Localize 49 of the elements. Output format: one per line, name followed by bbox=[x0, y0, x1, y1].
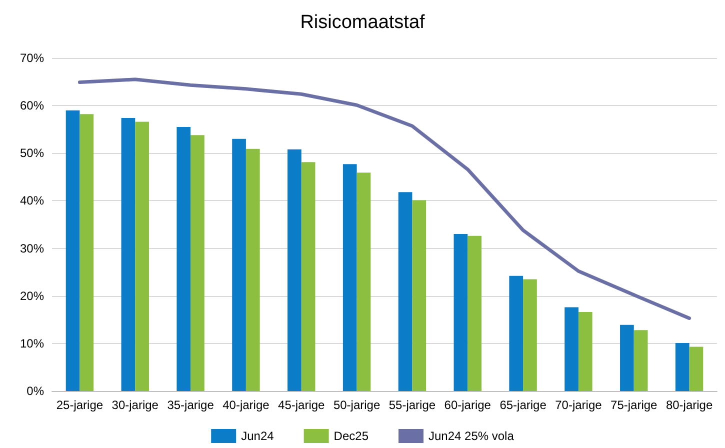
x-tick-label: 30-jarige bbox=[112, 398, 159, 412]
y-tick-label: 30% bbox=[20, 241, 44, 256]
bar bbox=[509, 276, 524, 391]
bar bbox=[468, 236, 482, 391]
bar bbox=[523, 279, 537, 391]
bar bbox=[246, 148, 260, 391]
legend-label: Jun24 bbox=[241, 429, 274, 443]
bar bbox=[121, 118, 136, 391]
y-tick-label: 70% bbox=[20, 51, 44, 65]
bar bbox=[454, 234, 468, 391]
bar bbox=[301, 162, 316, 391]
bar bbox=[288, 149, 302, 391]
bar bbox=[66, 110, 80, 391]
bar bbox=[80, 114, 94, 391]
y-tick-label: 20% bbox=[20, 288, 44, 303]
legend-label: Jun24 25% vola bbox=[428, 429, 514, 443]
bar bbox=[342, 164, 357, 391]
x-tick-label: 60-jarige bbox=[444, 398, 492, 412]
y-tick-label: 50% bbox=[20, 146, 44, 160]
y-tick-label: 60% bbox=[20, 98, 44, 113]
x-tick-label: 55-jarige bbox=[388, 398, 436, 412]
y-tick-label: 0% bbox=[26, 384, 44, 398]
x-tick-label: 75-jarige bbox=[610, 398, 658, 412]
x-tick-label: 50-jarige bbox=[333, 398, 380, 412]
bar bbox=[564, 307, 578, 391]
bar bbox=[620, 324, 634, 391]
x-tick-label: 80-jarige bbox=[666, 398, 713, 412]
bar bbox=[675, 342, 690, 391]
x-tick-label: 45-jarige bbox=[278, 398, 326, 412]
x-tick-label: 40-jarige bbox=[222, 398, 270, 412]
bar bbox=[412, 200, 426, 391]
x-tick-label: 70-jarige bbox=[555, 398, 602, 412]
legend-label: Dec25 bbox=[334, 429, 369, 443]
bar bbox=[176, 126, 191, 391]
x-tick-label: 25-jarige bbox=[56, 398, 104, 412]
x-tick-label: 35-jarige bbox=[167, 398, 214, 412]
line-series bbox=[78, 78, 692, 320]
chart-title: Risicomaatstaf bbox=[300, 12, 426, 33]
bar bbox=[578, 312, 592, 391]
y-tick-label: 40% bbox=[20, 194, 44, 208]
bar bbox=[689, 346, 704, 391]
bar bbox=[190, 135, 204, 391]
y-tick-label: 10% bbox=[20, 336, 44, 350]
bar bbox=[232, 138, 246, 391]
bar bbox=[356, 172, 371, 391]
x-tick-label: 65-jarige bbox=[500, 398, 547, 412]
bar bbox=[398, 192, 412, 391]
bar bbox=[135, 122, 149, 391]
bar bbox=[634, 330, 648, 391]
